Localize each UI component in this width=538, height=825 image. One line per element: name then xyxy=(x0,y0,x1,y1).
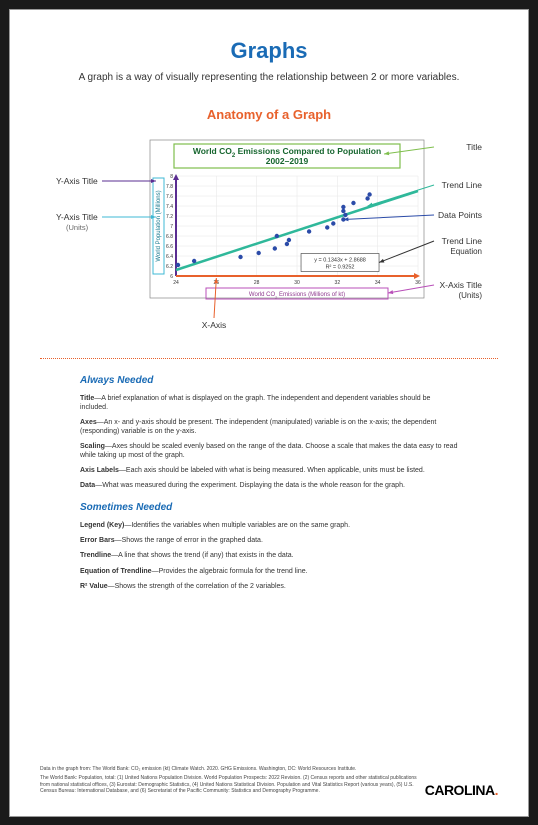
svg-text:(Units): (Units) xyxy=(458,291,482,300)
svg-text:Y-Axis Title: Y-Axis Title xyxy=(56,212,98,222)
svg-text:36: 36 xyxy=(415,280,421,286)
document-page: Graphs A graph is a way of visually repr… xyxy=(9,9,529,817)
svg-text:World CO2 Emissions (Millions: World CO2 Emissions (Millions of kt) xyxy=(249,292,345,300)
svg-text:Y-Axis Title: Y-Axis Title xyxy=(56,176,98,186)
definition-item: Equation of Trendline—Provides the algeb… xyxy=(80,567,458,576)
svg-text:24: 24 xyxy=(173,280,179,286)
definition-item: R² Value—Shows the strength of the corre… xyxy=(80,582,458,591)
svg-text:R² = 0.9252: R² = 0.9252 xyxy=(326,264,355,270)
always-heading: Always Needed xyxy=(80,375,458,386)
svg-text:6.2: 6.2 xyxy=(166,264,173,270)
svg-text:34: 34 xyxy=(375,280,381,286)
always-list: Title—A brief explanation of what is dis… xyxy=(80,394,458,491)
definition-item: Axis Labels—Each axis should be labeled … xyxy=(80,466,458,475)
definition-item: Legend (Key)—Identifies the variables wh… xyxy=(80,521,458,530)
svg-text:6.6: 6.6 xyxy=(166,244,173,250)
sometimes-list: Legend (Key)—Identifies the variables wh… xyxy=(80,521,458,590)
chart-container: World CO2 Emissions Compared to Populati… xyxy=(54,128,484,338)
svg-text:7.4: 7.4 xyxy=(166,204,173,210)
footer: Data in the graph from: The World Bank: … xyxy=(40,766,498,798)
page-subtitle: A graph is a way of visually representin… xyxy=(40,72,498,83)
separator xyxy=(40,358,498,359)
anatomy-heading: Anatomy of a Graph xyxy=(40,107,498,122)
definition-item: Scaling—Axes should be scaled evenly bas… xyxy=(80,442,458,460)
svg-text:Data Points: Data Points xyxy=(438,210,482,220)
svg-text:6.4: 6.4 xyxy=(166,254,173,260)
definition-item: Error Bars—Shows the range of error in t… xyxy=(80,536,458,545)
svg-text:6.8: 6.8 xyxy=(166,234,173,240)
svg-text:7.8: 7.8 xyxy=(166,184,173,190)
svg-text:y = 0.1343x + 2.8688: y = 0.1343x + 2.8688 xyxy=(314,257,366,263)
anatomy-chart: World CO2 Emissions Compared to Populati… xyxy=(54,128,484,338)
svg-text:30: 30 xyxy=(294,280,300,286)
definition-item: Trendline—A line that shows the trend (i… xyxy=(80,551,458,560)
footer-source-2: The World Bank: Population, total: (1) U… xyxy=(40,775,420,795)
sometimes-heading: Sometimes Needed xyxy=(80,502,458,513)
svg-text:Equation: Equation xyxy=(450,247,482,256)
svg-text:(Units): (Units) xyxy=(66,223,89,232)
svg-text:32: 32 xyxy=(335,280,341,286)
page-title: Graphs xyxy=(40,38,498,64)
svg-text:7.6: 7.6 xyxy=(166,194,173,200)
svg-text:Trend Line: Trend Line xyxy=(442,236,483,246)
svg-text:X-Axis Title: X-Axis Title xyxy=(439,280,482,290)
svg-text:8: 8 xyxy=(170,174,173,180)
footer-source-1: Data in the graph from: The World Bank: … xyxy=(40,766,420,773)
definition-item: Title—A brief explanation of what is dis… xyxy=(80,394,458,412)
svg-text:7: 7 xyxy=(170,224,173,230)
svg-text:28: 28 xyxy=(254,280,260,286)
svg-text:Trend Line: Trend Line xyxy=(442,180,483,190)
svg-text:7.2: 7.2 xyxy=(166,214,173,220)
svg-text:Title: Title xyxy=(466,142,482,152)
definition-item: Data—What was measured during the experi… xyxy=(80,481,458,490)
svg-text:World Population (Millions): World Population (Millions) xyxy=(156,190,162,261)
brand-logo: CAROLINA. xyxy=(425,782,498,798)
definitions-block: Always Needed Title—A brief explanation … xyxy=(40,375,498,591)
definition-item: Axes—An x- and y-axis should be present.… xyxy=(80,418,458,436)
svg-text:X-Axis: X-Axis xyxy=(202,320,227,330)
svg-text:2002–2019: 2002–2019 xyxy=(266,156,309,166)
